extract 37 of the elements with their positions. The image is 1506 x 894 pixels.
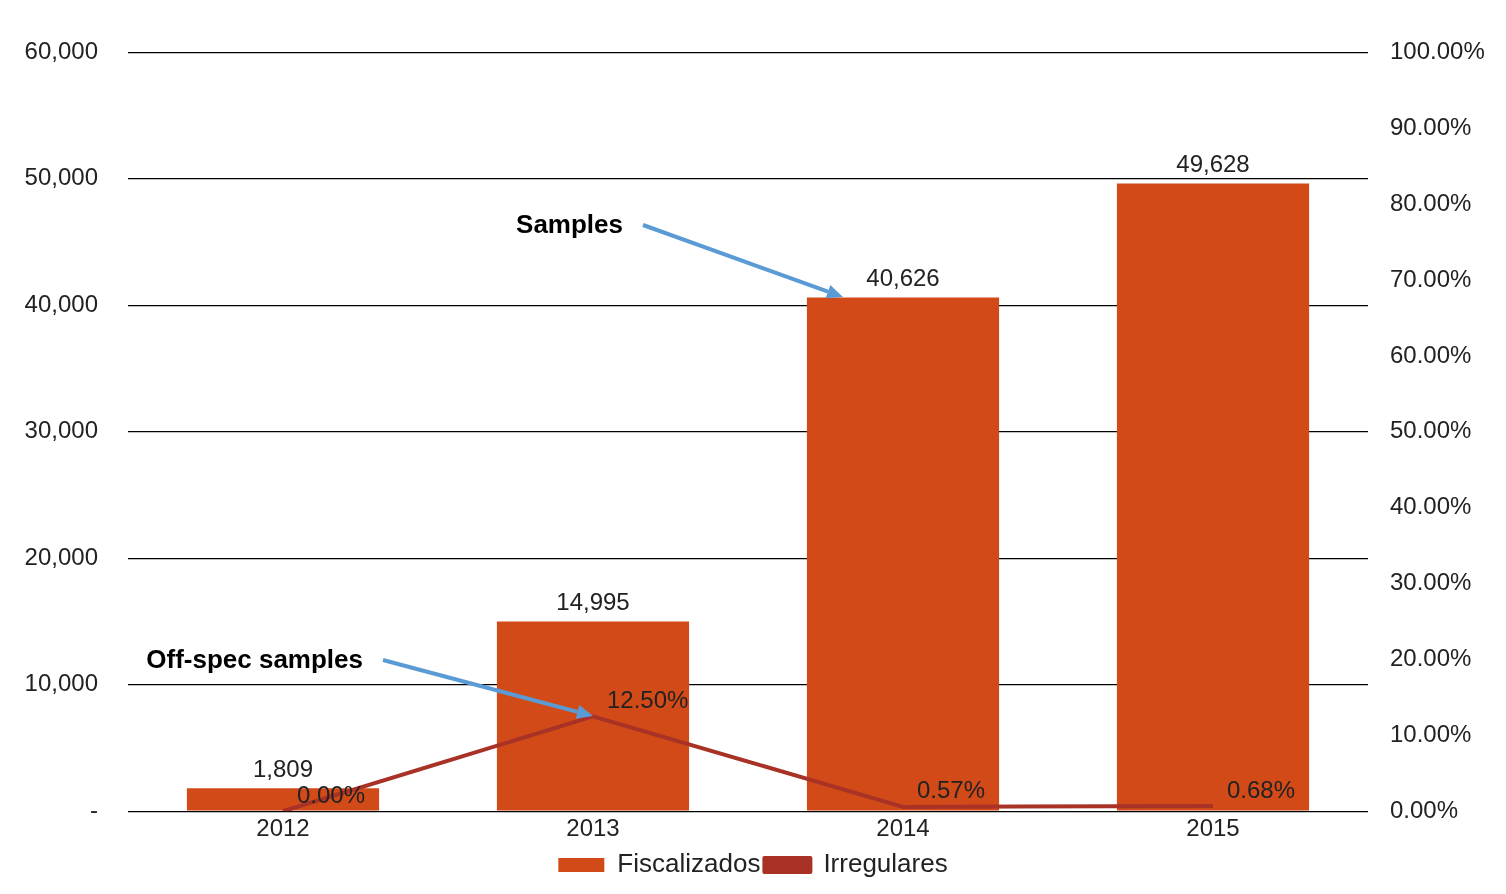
y-tick-label: 40,000 — [24, 289, 98, 317]
y-tick-label: 10,000 — [24, 669, 98, 697]
y-tick-label: 60,000 — [24, 37, 98, 65]
data-label: 1,809 — [252, 754, 314, 782]
y2-tick-label: 0.00% — [1390, 795, 1459, 823]
y2-tick-label: 20.00% — [1390, 644, 1472, 672]
y2-tick-label: 60.00% — [1390, 340, 1472, 368]
bar — [496, 621, 690, 811]
y2-tick-label: 30.00% — [1390, 568, 1472, 596]
y2-tick-label: 70.00% — [1390, 264, 1472, 292]
x-tick-label: 2014 — [876, 814, 930, 842]
data-label: 12.50% — [607, 685, 689, 713]
annotation: Samples — [516, 209, 623, 241]
data-label: 0.57% — [917, 776, 986, 804]
legend-label: Fiscalizados — [617, 848, 761, 879]
y-tick-label: 30,000 — [24, 416, 98, 444]
data-label: 0.68% — [1227, 775, 1296, 803]
y-tick-label: - — [90, 795, 98, 823]
y2-tick-label: 50.00% — [1390, 416, 1472, 444]
data-label: 40,626 — [866, 264, 940, 292]
bar — [1116, 183, 1310, 811]
data-label: 0.00% — [297, 780, 366, 808]
legend-label: Irregulares — [823, 848, 948, 879]
y-tick-label: 20,000 — [24, 542, 98, 570]
x-tick-label: 2012 — [256, 814, 310, 842]
y2-tick-label: 10.00% — [1390, 719, 1472, 747]
data-label: 49,628 — [1176, 150, 1250, 178]
x-tick-label: 2013 — [566, 814, 620, 842]
y2-tick-label: 40.00% — [1390, 492, 1472, 520]
y-tick-label: 50,000 — [24, 163, 98, 191]
y2-tick-label: 90.00% — [1390, 112, 1472, 140]
y2-tick-label: 80.00% — [1390, 188, 1472, 216]
bar — [806, 297, 1000, 811]
y2-tick-label: 100.00% — [1390, 37, 1485, 65]
annotation: Off-spec samples — [146, 644, 363, 676]
x-tick-label: 2015 — [1186, 814, 1240, 842]
data-label: 14,995 — [556, 588, 630, 616]
